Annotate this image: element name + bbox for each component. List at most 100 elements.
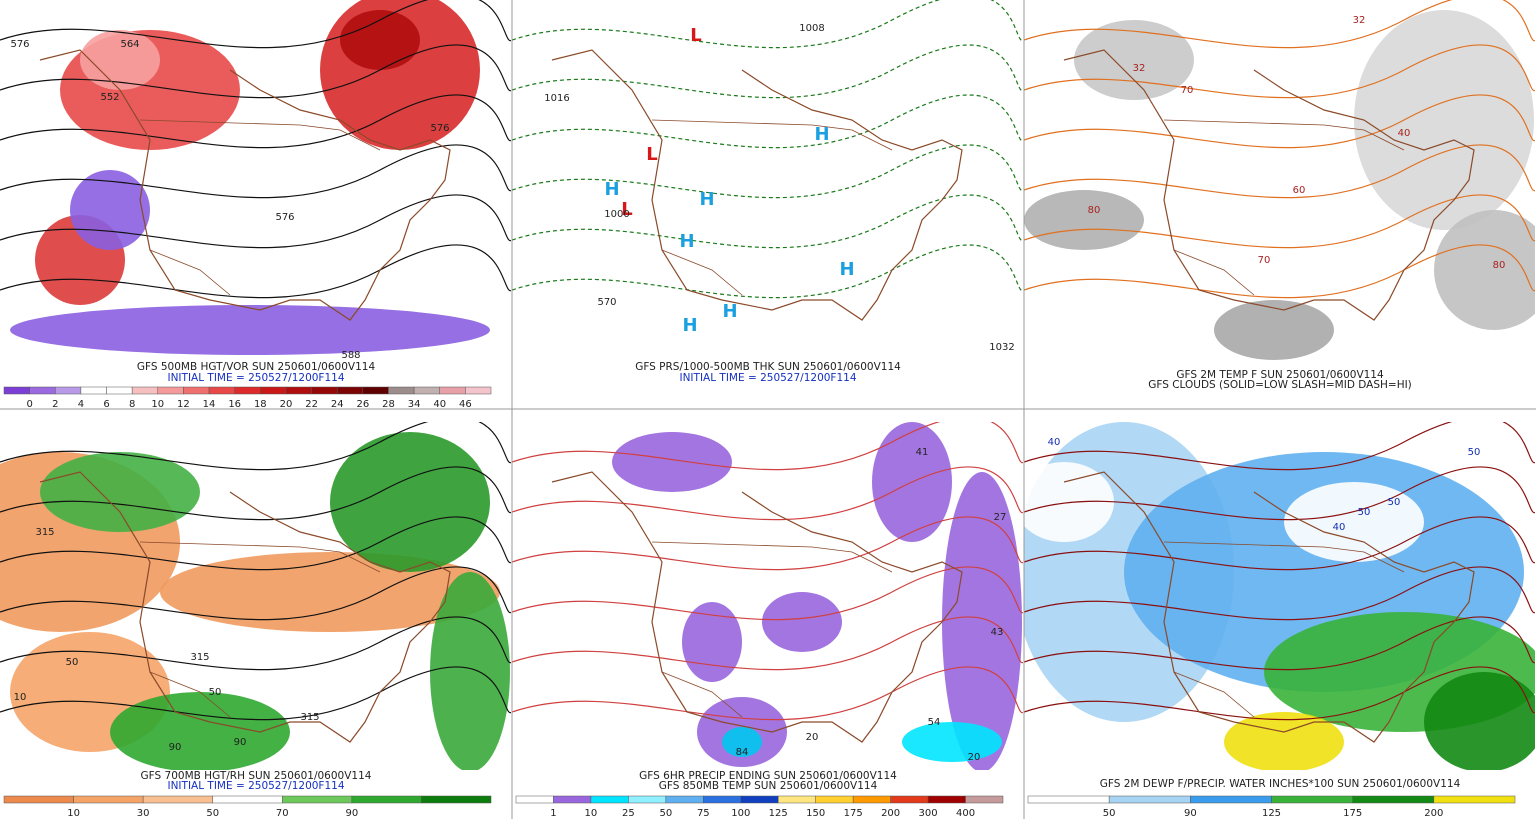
- map-label: 588: [341, 350, 360, 361]
- colorbar-box: [3, 795, 74, 804]
- contour-line: [512, 422, 1023, 471]
- map-label: 43: [991, 627, 1004, 638]
- contour-line: [1024, 244, 1535, 299]
- colorbar-box: [80, 386, 107, 395]
- colorbar-label: 125: [769, 808, 788, 819]
- map-label: 70: [1258, 255, 1271, 266]
- contour-line: [1024, 0, 1535, 49]
- contour-line: [512, 0, 1023, 49]
- contour-line: [1024, 566, 1535, 621]
- state-borders: [651, 119, 893, 296]
- colorbar-box: [388, 386, 415, 395]
- colorbar-label: 30: [137, 808, 150, 819]
- colorbar-box: [106, 386, 133, 395]
- contour-line: [1024, 422, 1535, 471]
- map-label: 80: [1493, 260, 1506, 271]
- map-label: 84: [736, 747, 749, 758]
- colorbar-label: 300: [919, 808, 938, 819]
- colorbar-box: [740, 795, 779, 804]
- colorbar-box: [628, 795, 667, 804]
- contour-line: [0, 466, 511, 521]
- map-label: 576: [430, 123, 449, 134]
- shaded-region: [430, 572, 510, 770]
- colorbar-box: [439, 386, 466, 395]
- state-borders: [139, 119, 381, 296]
- contour-line: [512, 94, 1023, 149]
- shaded-region: [80, 30, 160, 90]
- map-label: L: [690, 25, 701, 46]
- colorbar-label: 90: [345, 808, 358, 819]
- colorbar-label: 2: [52, 399, 58, 410]
- colorbar-box: [465, 386, 492, 395]
- map-label: 32: [1133, 63, 1146, 74]
- map-label: H: [604, 179, 619, 200]
- colorbar-label: 175: [844, 808, 863, 819]
- colorbar-label: 34: [408, 399, 421, 410]
- colorbar-label: 175: [1343, 808, 1362, 819]
- map-background: [512, 0, 1023, 362]
- colorbar-box: [553, 795, 592, 804]
- contour-line: [0, 144, 511, 199]
- colorbar-box: [413, 386, 440, 395]
- colorbar-label: 14: [203, 399, 216, 410]
- contour-line: [0, 566, 511, 621]
- colorbar-box: [590, 795, 629, 804]
- colorbar-box: [73, 795, 144, 804]
- map-label: 315: [300, 712, 319, 723]
- contour-line: [0, 94, 511, 149]
- colorbar-label: 75: [697, 808, 710, 819]
- map-label: 40: [1048, 437, 1061, 448]
- coastline: [39, 49, 451, 321]
- map-label: 50: [1468, 447, 1481, 458]
- contour-line: [512, 516, 1023, 571]
- map-label: 1008: [799, 23, 824, 34]
- colorbar-label: 46: [459, 399, 472, 410]
- colorbar-label: 1: [550, 808, 556, 819]
- map-area: 32 32 70 60 80 70 80 40: [1024, 0, 1535, 362]
- colorbar-label: 400: [956, 808, 975, 819]
- contour-line: [0, 616, 511, 671]
- colorbar-box: [282, 795, 353, 804]
- map-label: L: [646, 144, 657, 165]
- state-borders: [1163, 541, 1405, 718]
- shaded-region: [1074, 20, 1194, 100]
- coastline: [1063, 49, 1475, 321]
- colorbar-label: 10: [67, 808, 80, 819]
- shaded-region: [70, 170, 150, 250]
- map-panel: 32 32 70 60 80 70 80 40 GFS 2M TEMP F SUN 250601…: [1024, 0, 1535, 391]
- shaded-region: [612, 432, 732, 492]
- colorbar-box: [1271, 795, 1353, 804]
- colorbar-box: [55, 386, 82, 395]
- contour-line: [1024, 94, 1535, 149]
- colorbar-label: 18: [254, 399, 267, 410]
- shaded-region: [902, 722, 1002, 762]
- map-label: 564: [120, 39, 139, 50]
- shaded-region: [762, 592, 842, 652]
- map-label: 54: [928, 717, 941, 728]
- coastline: [551, 471, 963, 743]
- shaded-region: [1434, 210, 1535, 330]
- map-caption: INITIAL TIME = 250527/1200F114: [167, 372, 344, 384]
- colorbar-box: [285, 386, 312, 395]
- colorbar-box: [515, 795, 554, 804]
- colorbar-label: 20: [280, 399, 293, 410]
- contour-line: [512, 666, 1023, 721]
- contour-line: [512, 244, 1023, 299]
- map-panel: 315 50 10 315 50 90 90 315 GFS 700MB HGT/RH SUN …: [0, 422, 511, 819]
- map-caption: GFS 500MB HGT/VOR SUN 250601/0600V114: [137, 361, 376, 373]
- shaded-region: [1354, 10, 1534, 230]
- map-label: 1000: [604, 209, 629, 220]
- colorbar-label: 40: [433, 399, 446, 410]
- contour-line: [1024, 516, 1535, 571]
- colorbar-box: [1433, 795, 1516, 804]
- shaded-region: [110, 692, 290, 770]
- colorbar-label: 125: [1262, 808, 1281, 819]
- map-panel: 40 50 50 40 50 GFS 2M DEWP F/PRECIP. WATER IN…: [1024, 422, 1535, 819]
- map-caption: INITIAL TIME = 250527/1200F114: [679, 372, 856, 384]
- colorbar-label: 28: [382, 399, 395, 410]
- contour-line: [1024, 144, 1535, 199]
